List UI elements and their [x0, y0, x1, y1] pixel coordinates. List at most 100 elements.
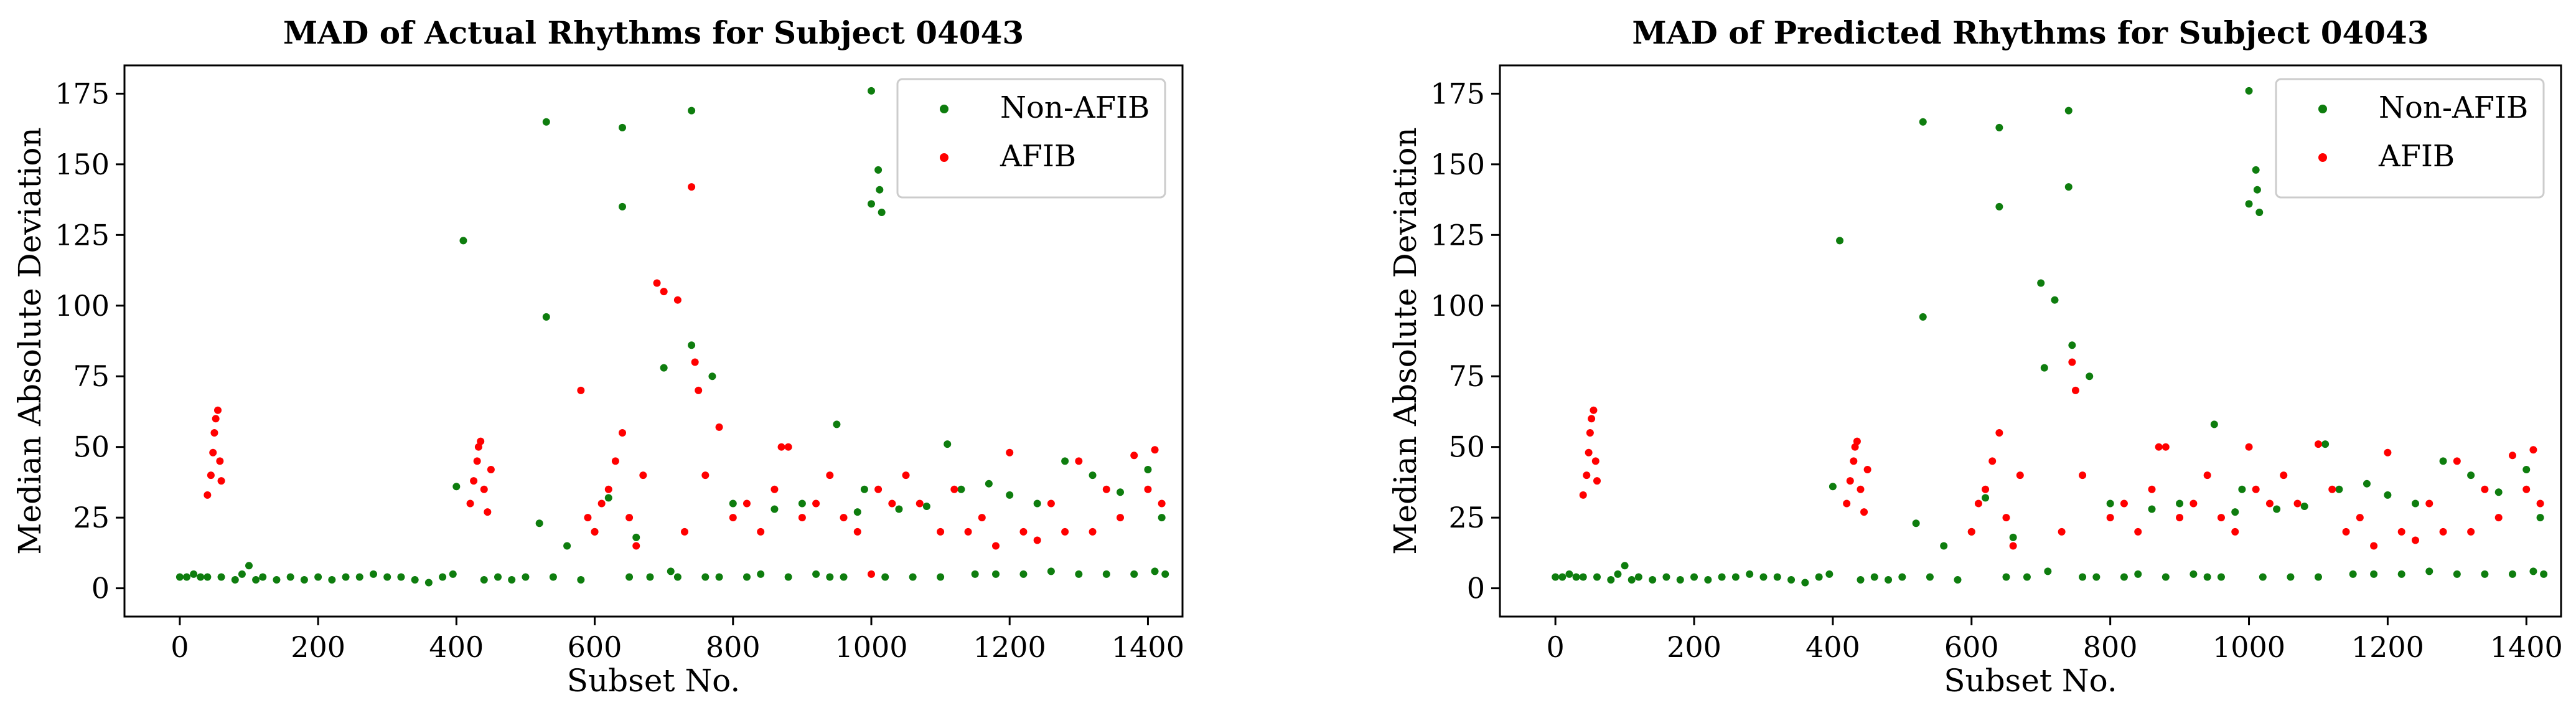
data-point — [2425, 499, 2433, 508]
data-point — [833, 420, 841, 428]
x-tick-label: 1000 — [2213, 630, 2285, 664]
data-point — [2314, 440, 2322, 448]
data-point — [2467, 471, 2475, 480]
data-point — [701, 471, 710, 480]
data-point — [2190, 570, 2198, 578]
data-point — [2508, 570, 2516, 578]
data-point — [1919, 118, 1927, 126]
data-point — [1089, 471, 1097, 480]
series-afib — [1579, 358, 2544, 550]
data-point — [874, 166, 883, 174]
data-point — [549, 573, 557, 581]
legend-frame — [2275, 78, 2545, 199]
y-tick-label: 50 — [1448, 430, 1485, 464]
data-point — [2536, 499, 2544, 508]
data-point — [2529, 446, 2537, 454]
data-point — [688, 341, 696, 349]
data-point — [204, 491, 212, 499]
data-point — [2217, 573, 2225, 581]
data-point — [480, 485, 488, 493]
data-point — [2259, 573, 2267, 581]
data-point — [2363, 480, 2371, 488]
data-point — [1649, 576, 1657, 584]
data-point — [708, 372, 716, 381]
y-tick-label: 175 — [55, 77, 110, 110]
data-point — [729, 514, 737, 522]
data-point — [1995, 202, 2003, 211]
data-point — [937, 528, 945, 536]
data-point — [190, 570, 198, 578]
y-tick-label: 0 — [91, 572, 110, 605]
x-tick-label: 400 — [429, 630, 484, 664]
data-point — [2321, 440, 2330, 448]
data-point — [909, 573, 917, 581]
data-point — [474, 443, 482, 451]
data-point — [2040, 364, 2048, 372]
data-point — [2481, 485, 2489, 493]
data-point — [2023, 573, 2031, 581]
data-point — [2161, 443, 2170, 451]
y-tick-label: 125 — [1430, 218, 1485, 252]
data-point — [2273, 505, 2281, 513]
data-point — [2453, 457, 2461, 465]
y-tick-label: 75 — [73, 359, 110, 393]
chart-title: MAD of Actual Rhythms for Subject 04043 — [283, 14, 1024, 51]
data-point — [484, 508, 492, 516]
data-point — [1988, 457, 1997, 465]
data-point — [477, 437, 485, 445]
data-point — [2384, 448, 2392, 457]
data-point — [2411, 499, 2419, 508]
data-point — [2522, 485, 2531, 493]
data-point — [2356, 514, 2364, 522]
data-point — [542, 313, 550, 321]
data-point — [1912, 519, 1920, 528]
data-point — [777, 443, 785, 451]
data-point — [2467, 528, 2475, 536]
data-point — [214, 406, 222, 414]
plot-area-frame — [123, 64, 1184, 618]
data-point — [1954, 576, 1962, 584]
data-point — [2134, 528, 2142, 536]
data-point — [1801, 579, 1809, 587]
data-point — [2280, 471, 2288, 480]
data-point — [1628, 576, 1636, 584]
x-tick-label: 400 — [1806, 630, 1860, 664]
data-point — [1158, 499, 1166, 508]
x-tick-label: 200 — [1667, 630, 1721, 664]
y-tick-label: 125 — [55, 218, 110, 252]
data-point — [2529, 567, 2537, 575]
data-point — [2071, 386, 2079, 394]
data-point — [784, 573, 792, 581]
data-point — [1102, 485, 1110, 493]
x-tick-label: 1400 — [2490, 630, 2563, 664]
data-point — [2252, 485, 2260, 493]
data-point — [449, 570, 457, 578]
data-point — [383, 573, 391, 581]
data-point — [2203, 471, 2211, 480]
data-point — [2245, 87, 2253, 95]
data-point — [2328, 485, 2336, 493]
data-point — [210, 429, 218, 437]
data-point — [370, 570, 377, 578]
data-point — [1974, 499, 1982, 508]
data-point — [2106, 499, 2114, 508]
data-point — [2536, 514, 2544, 522]
data-point — [2335, 485, 2343, 493]
data-point — [522, 573, 530, 581]
x-tick-label: 600 — [1944, 630, 1999, 664]
data-point — [466, 499, 474, 508]
x-axis-label: Subset No. — [1944, 663, 2117, 699]
data-point — [1117, 514, 1124, 522]
data-point — [653, 279, 661, 287]
data-point — [470, 477, 478, 485]
data-point — [888, 499, 896, 508]
data-point — [245, 562, 253, 570]
data-point — [1940, 542, 1948, 550]
data-point — [2425, 567, 2433, 575]
x-tick-label: 1200 — [2351, 630, 2424, 664]
data-point — [1746, 570, 1754, 578]
data-point — [957, 485, 965, 493]
data-point — [2314, 573, 2322, 581]
x-axis-label: Subset No. — [567, 663, 741, 699]
data-point — [770, 505, 779, 513]
